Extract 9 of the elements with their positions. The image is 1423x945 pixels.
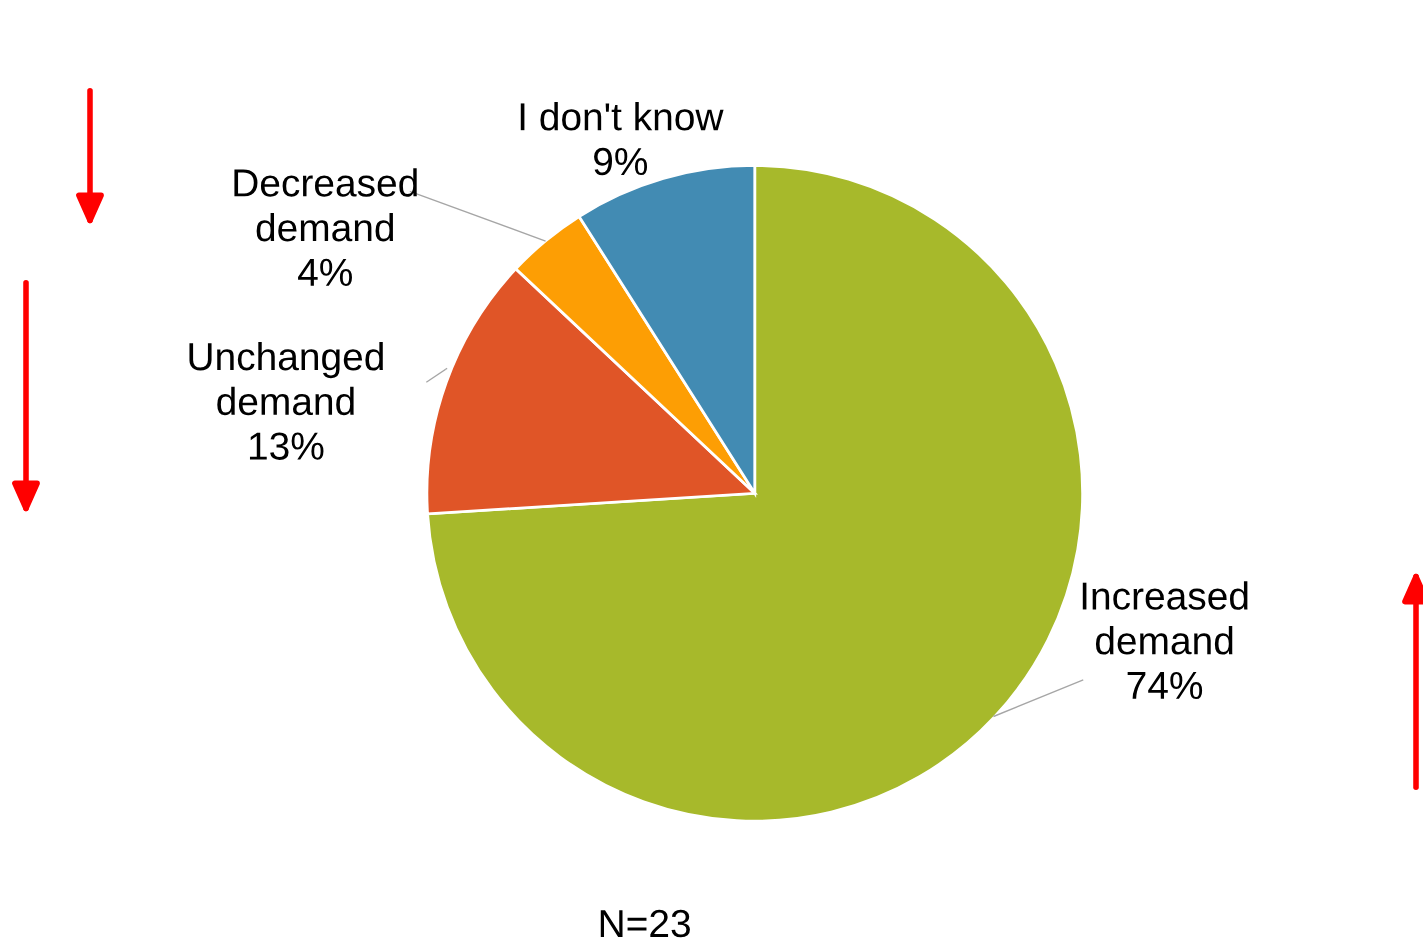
text: N=23	[600, 909, 690, 938]
slice-label: I don't know	[520, 102, 724, 131]
data-label: 74%	[1127, 671, 1203, 700]
data-label: 9%	[594, 147, 648, 176]
data-label: 4%	[298, 258, 352, 286]
slice-label: Increased demand	[1082, 581, 1248, 655]
slice-label: Unchanged demand	[189, 341, 383, 416]
slice-label: Decreased demand	[234, 168, 417, 242]
data-label: 13%	[249, 432, 324, 460]
